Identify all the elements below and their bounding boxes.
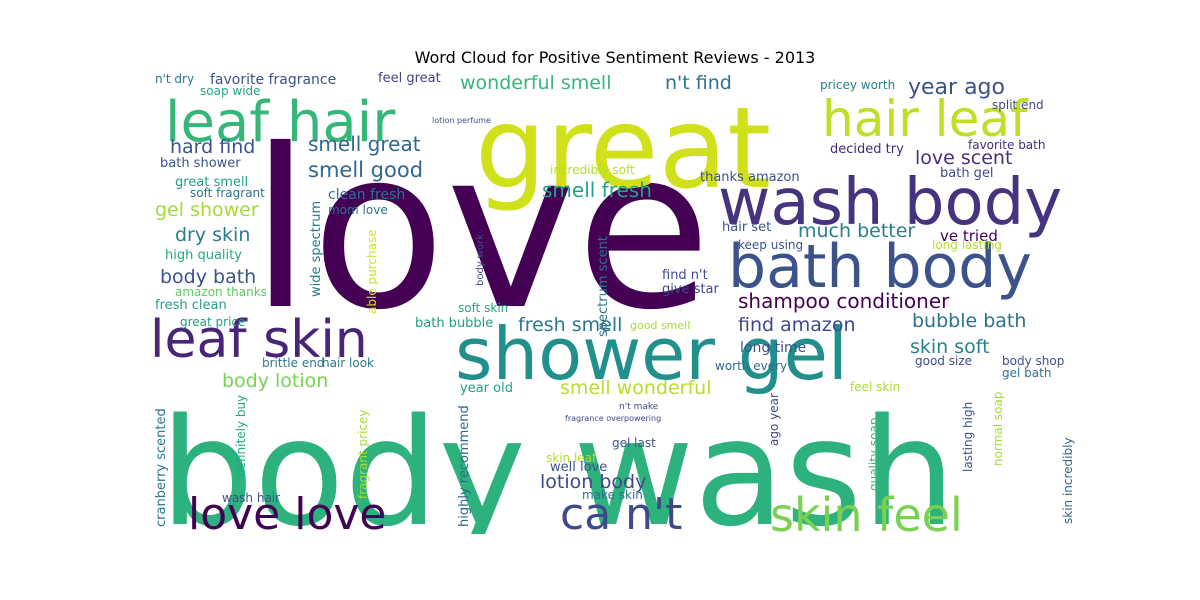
cloud-word-mom-love: mom love [328,203,388,217]
cloud-word-hair-set: hair set [722,220,771,235]
cloud-word-great: great [475,84,771,214]
cloud-word-shampoo-conditioner: shampoo conditioner [738,289,950,313]
cloud-word-clean-fresh: clean fresh [328,187,405,203]
cloud-word-skin-feel: skin feel [770,488,963,534]
cloud-word-great-price: great price [180,315,245,329]
cloud-word-soft-fragrant: soft fragrant [190,186,265,200]
cloud-word-well-love: well love [550,460,607,475]
cloud-word-fragrant-pricey: fragrant pricey [356,409,370,499]
cloud-word-thanks-amazon: thanks amazon [700,170,800,185]
cloud-word-incredibly-soft: incredibly soft [550,163,635,177]
cloud-word-body-wash: body wash [160,387,956,534]
cloud-word-feel-skin: feel skin [850,380,900,394]
cloud-word-long-time: long time [740,340,806,356]
cloud-word-body-bath: body bath [160,266,256,288]
cloud-word-n-t-find: n't find [665,72,732,94]
cloud-word-ve-tried: ve tried [940,227,998,245]
cloud-word-lotion-perfume: lotion perfume [432,116,491,125]
cloud-word-ca-n-t: ca n't [560,489,682,534]
cloud-word-wash-hair: wash hair [222,491,280,505]
cloud-word-wonderful-smell: wonderful smell [460,72,611,94]
cloud-word-bubble-bath: bubble bath [912,310,1026,332]
cloud-word-definitely-buy: definitely buy [234,395,248,477]
cloud-word-soft-skin: soft skin [458,301,508,315]
cloud-word-bath-shower: bath shower [160,156,241,171]
cloud-word-find-n-t: find n't [662,268,708,283]
cloud-word-skin-soft: skin soft [910,336,990,358]
cloud-word-shower-gel: shower gel [455,312,848,396]
cloud-word-smell-good: smell good [308,158,423,182]
cloud-word-keep-using: keep using [738,238,803,252]
cloud-word-gel-shower: gel shower [155,199,259,221]
cloud-word-fresh-clean: fresh clean [155,298,227,313]
cloud-word-wash-body: wash body [718,166,1062,240]
cloud-word-brittle-end: brittle end [262,356,324,370]
cloud-word-soap-wide: soap wide [200,84,261,98]
cloud-word-n-t-dry: n't dry [155,72,194,86]
cloud-word-much-better: much better [798,220,915,242]
cloud-word-fragrance-overpowering: fragrance overpowering [565,414,661,423]
cloud-word-year-ago: year ago [908,75,1005,100]
cloud-word-worth-every: worth every [715,359,787,373]
cloud-word-hair-leaf: hair leaf [822,90,1029,148]
cloud-word-bath-bubble: bath bubble [415,316,493,331]
cloud-word-smell-fresh: smell fresh [542,178,652,202]
cloud-word-gel-last: gel last [612,436,656,450]
cloud-word-lasting-high: lasting high [961,402,975,472]
cloud-word-fresh-smell: fresh smell [518,314,622,336]
cloud-word-love-love: love love [188,489,387,534]
cloud-word-bath-gel: bath gel [940,166,994,181]
cloud-word-leaf-hair: leaf hair [165,90,396,155]
cloud-word-love: love [250,102,711,358]
cloud-word-body-lotion: body lotion [222,370,328,392]
cloud-word-long-lasting: long lasting [932,238,1002,252]
cloud-word-good-smell: good smell [630,319,690,332]
cloud-word-bath-body: bath body [728,232,1032,302]
cloud-word-spectrum-scent: spectrum scent [596,236,611,337]
cloud-word-amazon-thanks: amazon thanks [175,285,267,299]
cloud-word-feel-great: feel great [378,71,441,86]
cloud-word-skin-incredibly: skin incredibly [1061,437,1075,524]
cloud-word-normal-soap: normal soap [991,392,1005,466]
cloud-word-make-skin: make skin [582,488,643,502]
cloud-word-body-shop: body shop [1002,354,1064,368]
cloud-word-great-smell: great smell [175,175,248,190]
cloud-word-decided-try: decided try [830,142,904,157]
cloud-word-year-old: year old [460,381,513,396]
cloud-word-n-t-make: n't make [619,402,659,412]
cloud-word-favorite-bath: favorite bath [968,138,1045,152]
cloud-word-smell-great: smell great [308,132,421,156]
cloud-word-love-scent: love scent [915,147,1012,169]
word-cloud: love body wash great shower gel wash body bat… [150,69,1080,534]
cloud-word-pricey-worth: pricey worth [820,78,895,92]
cloud-word-body-work: body work [475,234,486,286]
cloud-word-highly-recommend: highly recommend [457,405,472,527]
cloud-word-lotion-body: lotion body [540,471,646,493]
cloud-word-favorite-fragrance: favorite fragrance [210,72,336,88]
cloud-word-find-amazon: find amazon [738,314,856,336]
cloud-word-ago-year: ago year [767,393,781,446]
cloud-word-able-purchase: able purchase [365,229,379,314]
chart-title: Word Cloud for Positive Sentiment Review… [414,48,816,67]
cloud-word-wide-spectrum: wide spectrum [309,201,324,297]
cloud-word-dry-skin: dry skin [175,224,250,246]
cloud-word-cranberry-scented: cranberry scented [154,408,169,527]
cloud-word-quality-soap: quality soap [867,418,881,491]
cloud-word-gel-bath: gel bath [1002,366,1051,380]
cloud-word-leaf-skin: leaf skin [150,310,368,370]
cloud-word-give-star: give star [662,282,720,297]
cloud-word-hair-look: hair look [322,356,374,370]
cloud-word-good-size: good size [915,354,972,368]
cloud-word-skin-leaf: skin leaf [546,451,597,465]
cloud-word-hard-find: hard find [170,136,255,158]
cloud-word-split-end: split end [992,98,1044,112]
cloud-word-high-quality: high quality [165,248,242,263]
cloud-word-smell-wonderful: smell wonderful [560,377,711,399]
